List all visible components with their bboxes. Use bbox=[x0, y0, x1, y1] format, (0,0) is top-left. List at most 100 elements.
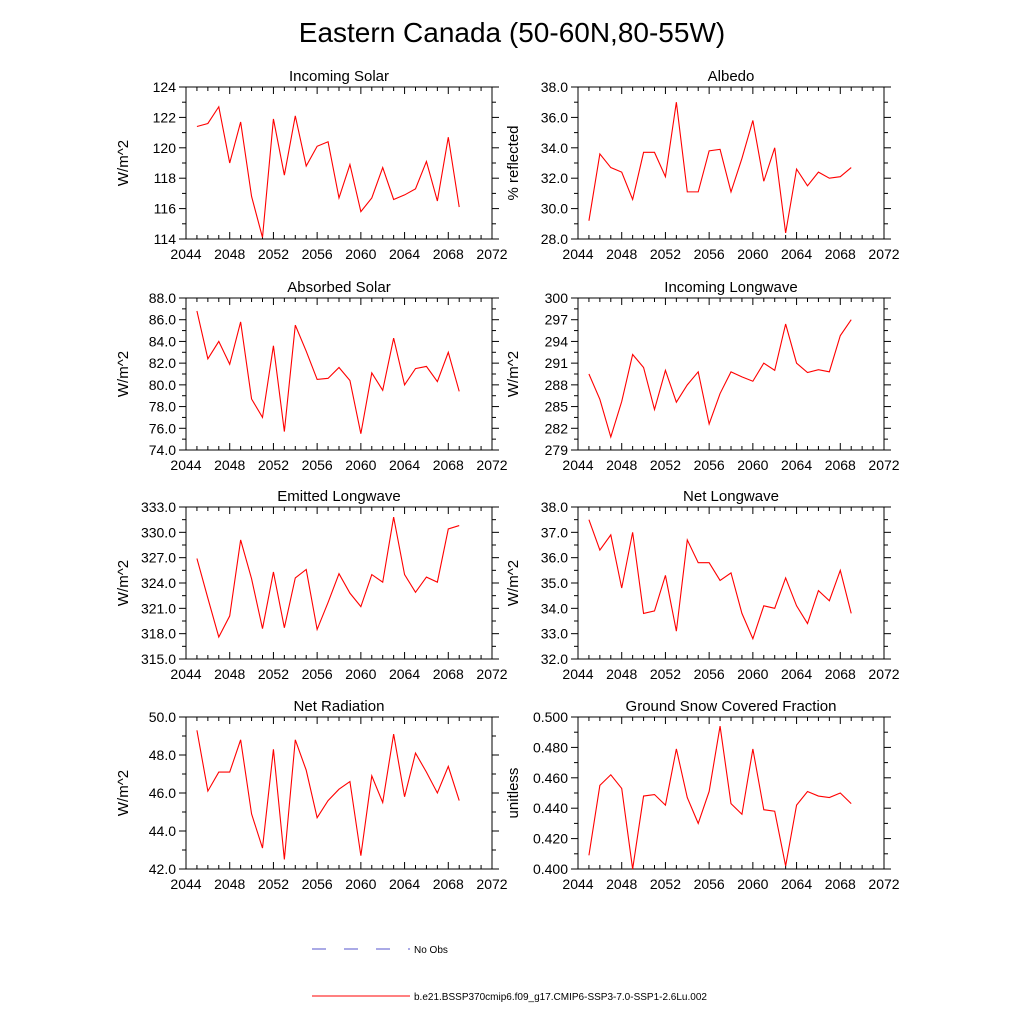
y-tick-label: 288 bbox=[545, 377, 569, 393]
panel-2: Albedo % reflected 2044 2048 2052 2056 2060 206… bbox=[505, 68, 900, 262]
y-tick-label: 78.0 bbox=[149, 399, 176, 415]
y-tick-label: 0.460 bbox=[533, 770, 568, 786]
x-tick-label: 2064 bbox=[781, 666, 812, 682]
y-tick-label: 74.0 bbox=[149, 442, 176, 458]
x-tick-label: 2044 bbox=[170, 666, 201, 682]
x-tick-label: 2056 bbox=[694, 457, 725, 473]
x-tick-label: 2060 bbox=[345, 666, 376, 682]
plot-frame bbox=[577, 297, 885, 451]
y-tick-label: 0.420 bbox=[533, 831, 568, 847]
series-line bbox=[588, 519, 852, 641]
x-tick-label: 2044 bbox=[170, 457, 201, 473]
y-tick-label: 33.0 bbox=[541, 626, 568, 642]
x-tick-label: 2060 bbox=[737, 246, 768, 262]
x-tick-label: 2068 bbox=[825, 246, 856, 262]
y-tick-label: 124 bbox=[153, 79, 177, 95]
legend: No Obs b.e21.BSSP370cmip6.f09_g17.CMIP6-S… bbox=[312, 945, 707, 1003]
y-tick-label: 122 bbox=[153, 109, 177, 125]
y-tick-label: 285 bbox=[545, 399, 569, 415]
y-axis-label: W/m^2 bbox=[115, 140, 132, 186]
x-tick-label: 2064 bbox=[781, 457, 812, 473]
series-line bbox=[196, 105, 460, 238]
plot-frame bbox=[577, 86, 885, 240]
plot-frame bbox=[577, 506, 885, 660]
x-tick-label: 2052 bbox=[650, 246, 681, 262]
legend-label: No Obs bbox=[414, 945, 448, 956]
y-tick-label: 34.0 bbox=[541, 140, 568, 156]
y-tick-label: 36.0 bbox=[541, 109, 568, 125]
plot-frame bbox=[185, 716, 493, 870]
x-tick-label: 2052 bbox=[258, 666, 289, 682]
series-line bbox=[196, 310, 460, 434]
x-tick-label: 2068 bbox=[825, 457, 856, 473]
x-tick-label: 2056 bbox=[694, 666, 725, 682]
y-axis-label: W/m^2 bbox=[505, 560, 522, 606]
x-tick-label: 2068 bbox=[825, 876, 856, 892]
y-tick-label: 279 bbox=[545, 442, 569, 458]
x-tick-label: 2044 bbox=[562, 457, 593, 473]
x-tick-label: 2048 bbox=[606, 666, 637, 682]
x-tick-label: 2052 bbox=[258, 876, 289, 892]
x-tick-label: 2060 bbox=[737, 457, 768, 473]
x-tick-label: 2060 bbox=[345, 246, 376, 262]
y-tick-label: 282 bbox=[545, 420, 569, 436]
legend-label: b.e21.BSSP370cmip6.f09_g17.CMIP6-SSP3-7.… bbox=[414, 992, 707, 1003]
y-tick-label: 48.0 bbox=[149, 747, 176, 763]
x-tick-label: 2072 bbox=[476, 876, 507, 892]
x-tick-label: 2060 bbox=[345, 876, 376, 892]
y-tick-label: 315.0 bbox=[141, 651, 176, 667]
y-tick-label: 118 bbox=[154, 170, 177, 186]
x-tick-label: 2064 bbox=[389, 876, 420, 892]
panel-title: Albedo bbox=[708, 68, 755, 85]
panel-title: Emitted Longwave bbox=[277, 488, 400, 505]
x-tick-label: 2060 bbox=[737, 666, 768, 682]
panel-1: Incoming Solar W/m^2 2044 2048 2052 2056 2060 2… bbox=[115, 68, 508, 262]
x-tick-label: 2056 bbox=[694, 246, 725, 262]
x-tick-label: 2056 bbox=[302, 246, 333, 262]
x-tick-label: 2064 bbox=[389, 246, 420, 262]
x-tick-label: 2068 bbox=[433, 876, 464, 892]
panel-3: Absorbed Solar W/m^2 2044 2048 2052 2056 2060 2… bbox=[115, 279, 508, 473]
x-tick-label: 2052 bbox=[258, 457, 289, 473]
y-tick-label: 84.0 bbox=[149, 333, 176, 349]
y-axis-label: W/m^2 bbox=[115, 560, 132, 606]
y-tick-label: 300 bbox=[545, 290, 569, 306]
series-line bbox=[588, 319, 852, 439]
y-tick-label: 28.0 bbox=[541, 231, 568, 247]
series-line bbox=[588, 726, 852, 870]
y-tick-label: 88.0 bbox=[149, 290, 176, 306]
y-tick-label: 37.0 bbox=[541, 524, 568, 540]
y-tick-label: 50.0 bbox=[149, 709, 176, 725]
y-axis-label: unitless bbox=[505, 768, 522, 819]
plot-frame bbox=[185, 86, 493, 240]
panel-title: Incoming Solar bbox=[289, 68, 389, 85]
series-line bbox=[588, 102, 852, 234]
y-tick-label: 86.0 bbox=[149, 312, 176, 328]
panel-8: Ground Snow Covered Fraction unitless 2044… bbox=[505, 698, 900, 892]
y-tick-label: 30.0 bbox=[541, 201, 568, 217]
y-tick-label: 297 bbox=[545, 312, 569, 328]
panel-title: Net Longwave bbox=[683, 488, 779, 505]
y-tick-label: 36.0 bbox=[541, 550, 568, 566]
x-tick-label: 2044 bbox=[170, 876, 201, 892]
panel-4: Incoming Longwave W/m^2 2044 2048 2052 2056 20… bbox=[505, 279, 900, 473]
y-tick-label: 321.0 bbox=[141, 600, 176, 616]
series-line bbox=[196, 730, 460, 860]
x-tick-label: 2056 bbox=[302, 876, 333, 892]
x-tick-label: 2044 bbox=[170, 246, 201, 262]
x-tick-label: 2048 bbox=[606, 246, 637, 262]
x-tick-label: 2052 bbox=[650, 876, 681, 892]
y-axis-label: W/m^2 bbox=[505, 351, 522, 397]
panel-6: Net Longwave W/m^2 2044 2048 2052 2056 2060 206… bbox=[505, 488, 900, 682]
y-tick-label: 38.0 bbox=[541, 499, 568, 515]
y-tick-label: 82.0 bbox=[149, 355, 176, 371]
x-tick-label: 2068 bbox=[433, 457, 464, 473]
panel-title: Net Radiation bbox=[294, 698, 385, 715]
y-tick-label: 44.0 bbox=[149, 823, 176, 839]
x-tick-label: 2044 bbox=[562, 876, 593, 892]
y-tick-label: 35.0 bbox=[541, 575, 568, 591]
x-tick-label: 2068 bbox=[433, 246, 464, 262]
y-tick-label: 38.0 bbox=[541, 79, 568, 95]
x-tick-label: 2048 bbox=[214, 246, 245, 262]
